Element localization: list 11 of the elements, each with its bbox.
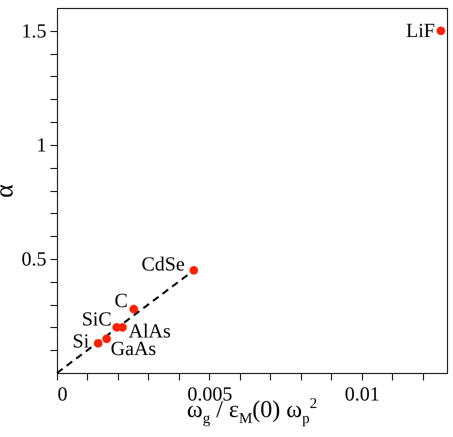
y-tick-label: 1.5 bbox=[22, 20, 46, 42]
annotation: LiF bbox=[406, 20, 435, 42]
annotation: SiC bbox=[82, 308, 112, 330]
annotation: Si bbox=[72, 330, 90, 352]
y-tick-label: 1 bbox=[36, 134, 46, 156]
annotation: C bbox=[114, 290, 128, 312]
annotation: CdSe bbox=[141, 253, 185, 276]
x-tick-label: 0.01 bbox=[344, 384, 380, 406]
y-axis-title: α bbox=[0, 184, 18, 198]
x-tick-label: 0 bbox=[58, 384, 68, 406]
y-tick-label: 0.5 bbox=[22, 248, 46, 270]
